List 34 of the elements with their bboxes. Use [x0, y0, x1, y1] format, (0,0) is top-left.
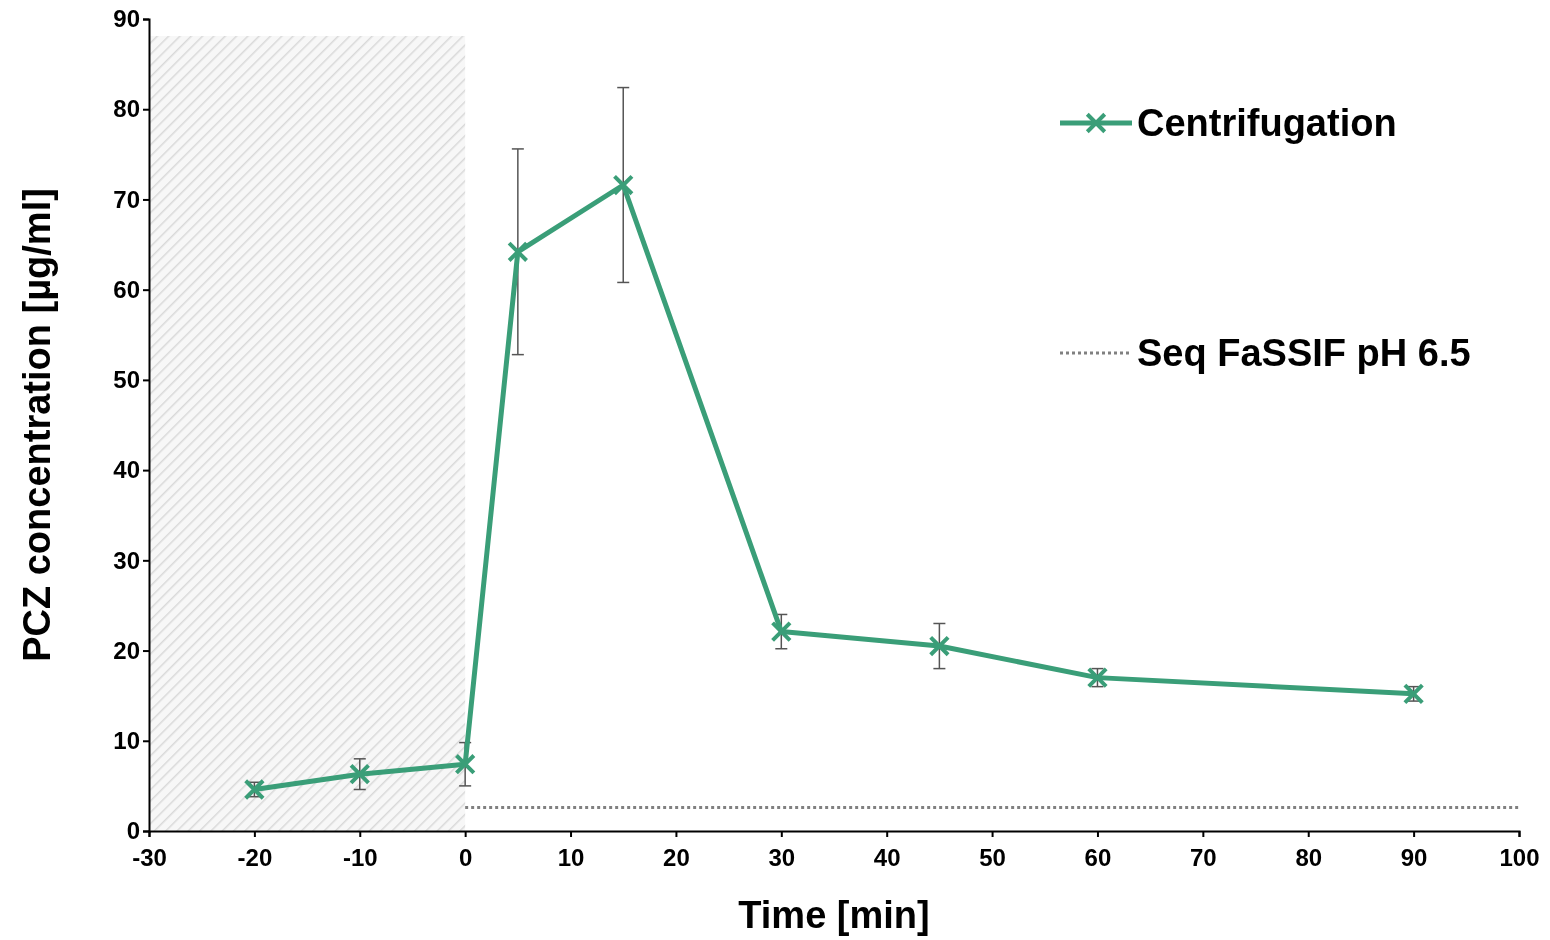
- x-tick-label: -30: [132, 844, 167, 872]
- point: [507, 241, 529, 263]
- y-tick-label: 20: [113, 636, 140, 664]
- legend-label: Centrifugation: [1137, 102, 1397, 144]
- point: [612, 174, 634, 196]
- x-tick-label: 10: [557, 844, 585, 872]
- point: [349, 763, 371, 785]
- y-tick-label: 10: [113, 726, 140, 754]
- x-tick-label: 30: [768, 844, 796, 872]
- legend-label: Seq FaSSIF pH 6.5: [1137, 332, 1471, 374]
- x-tick-label: 70: [1189, 844, 1217, 872]
- y-tick-label: 80: [113, 95, 140, 123]
- point: [770, 620, 793, 643]
- x-tick-label: 50: [979, 844, 1006, 872]
- y-tick-label: 90: [113, 5, 140, 33]
- x-tick-label: -10: [342, 844, 378, 872]
- y-tick-label: 60: [113, 275, 140, 303]
- y-tick-label: 40: [113, 456, 140, 484]
- x-tick-label: 40: [873, 844, 901, 872]
- y-tick-label: 70: [113, 185, 140, 213]
- x-tick-label: 100: [1499, 844, 1540, 872]
- point: [928, 635, 951, 657]
- x-tick-label: 80: [1295, 844, 1323, 872]
- y-tick-label: 0: [126, 817, 140, 845]
- x-tick-label: 0: [458, 844, 473, 872]
- x-axis-title: Time [min]: [738, 894, 930, 936]
- y-axis-title: PCZ concentration [µg/ml]: [16, 188, 58, 662]
- x-tick-label: 60: [1084, 844, 1112, 872]
- x-tick-label: 90: [1400, 844, 1428, 872]
- x-tick-label: 20: [663, 844, 690, 872]
- x-tick-label: -20: [237, 844, 273, 872]
- y-tick-label: 30: [113, 546, 140, 574]
- y-tick-label: 50: [113, 366, 140, 394]
- point: [454, 753, 476, 775]
